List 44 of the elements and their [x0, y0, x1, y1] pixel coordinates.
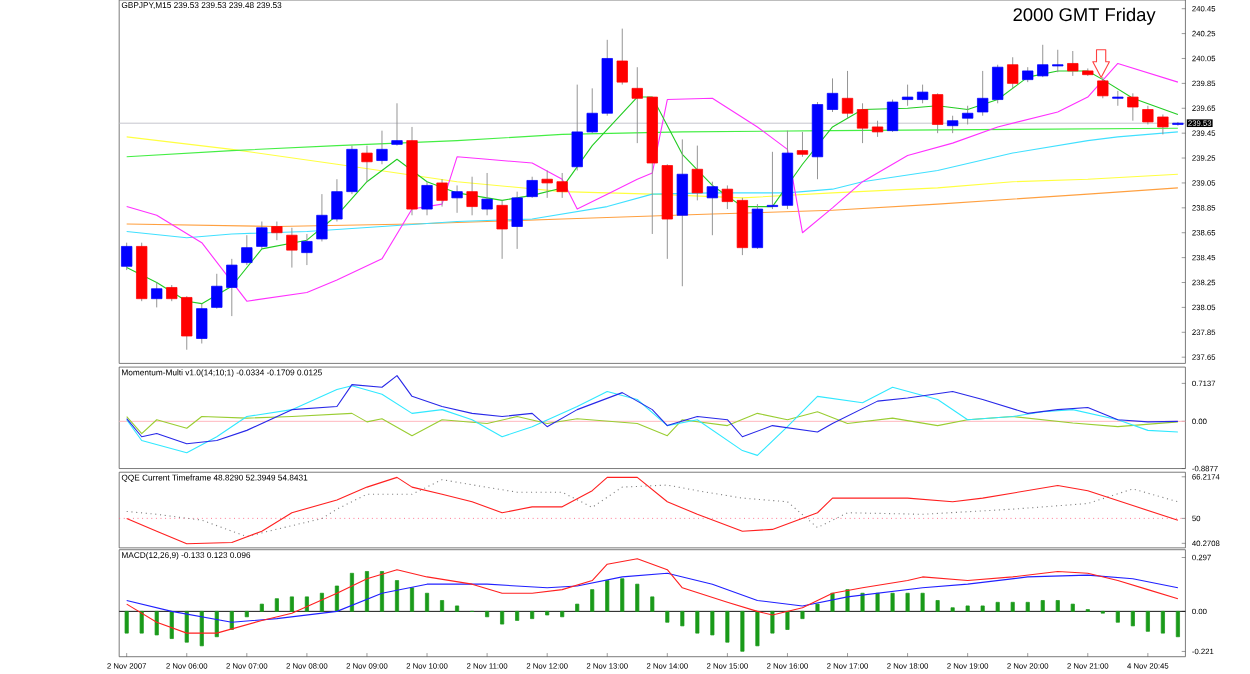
candlestick [826, 78, 839, 113]
candlestick [286, 227, 298, 269]
candlestick [301, 233, 313, 266]
candlestick [481, 172, 493, 217]
candlestick [901, 84, 914, 107]
candlestick [241, 235, 253, 266]
candlestick [271, 221, 283, 241]
line-series [126, 136, 1179, 199]
candlestick [1007, 57, 1019, 90]
annotation: 2000 GMT Friday [1013, 8, 1156, 26]
candlestick [931, 93, 944, 134]
candlestick [616, 28, 628, 86]
candlestick [796, 131, 809, 158]
candlestick [856, 103, 869, 144]
line-series [126, 573, 1179, 624]
candlestick [676, 139, 688, 288]
candlestick [766, 151, 779, 210]
candlestick [451, 185, 463, 214]
candlestick [151, 282, 163, 309]
candlestick [1127, 93, 1139, 122]
candlestick [751, 203, 764, 250]
candlestick [121, 242, 133, 271]
candlestick [526, 176, 538, 199]
candlestick [361, 145, 373, 183]
candlestick [1172, 121, 1184, 127]
line-series [126, 127, 1179, 158]
line-series [126, 375, 1179, 445]
line-series [126, 558, 1179, 635]
candlestick [466, 176, 478, 217]
candlestick [916, 84, 929, 105]
candlestick [421, 181, 433, 217]
candlestick [196, 303, 208, 345]
candlestick [841, 70, 854, 120]
candlestick [256, 221, 268, 250]
candlestick [391, 103, 403, 147]
candlestick [496, 200, 508, 260]
candlestick [962, 105, 974, 126]
candlestick [436, 179, 448, 208]
line-series [126, 385, 1179, 457]
candlestick [706, 181, 718, 237]
candlestick [886, 99, 899, 133]
candlestick [691, 145, 703, 202]
candlestick [511, 191, 523, 250]
candlestick [376, 130, 388, 166]
